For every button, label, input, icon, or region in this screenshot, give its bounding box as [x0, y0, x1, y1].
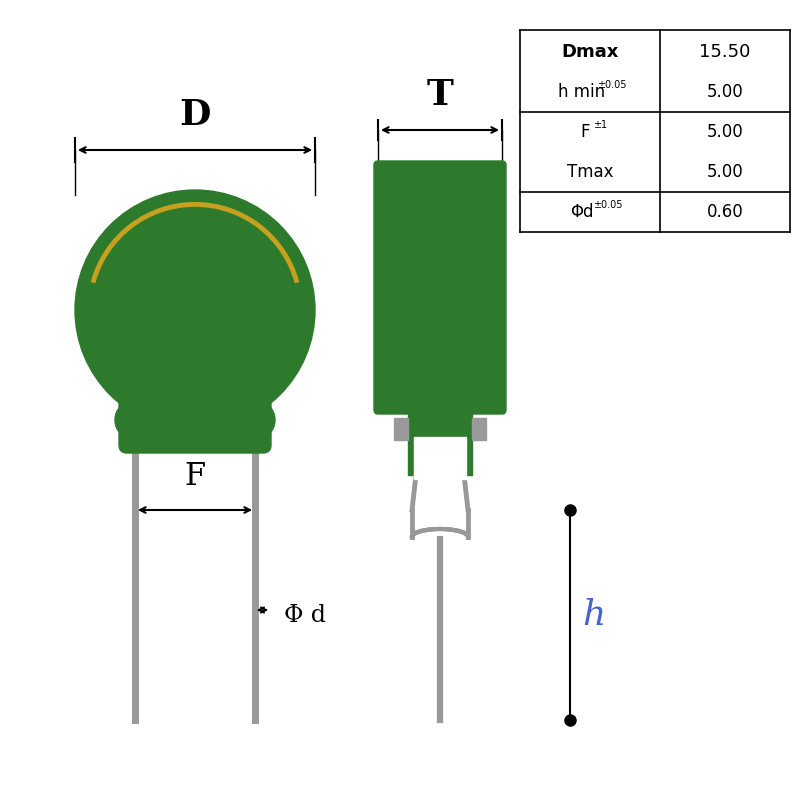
Text: D: D [179, 98, 210, 132]
Text: 0.60: 0.60 [706, 203, 743, 221]
Text: Tmax: Tmax [566, 163, 614, 181]
Bar [408, 410, 472, 475]
Bar [414, 437, 466, 479]
Text: F: F [580, 123, 590, 141]
Text: 5.00: 5.00 [706, 123, 743, 141]
FancyBboxPatch shape [119, 382, 271, 453]
Text: h min: h min [558, 83, 606, 101]
FancyBboxPatch shape [374, 161, 506, 414]
Text: ±1: ±1 [593, 120, 607, 130]
Text: 5.00: 5.00 [706, 83, 743, 101]
Circle shape [75, 190, 315, 430]
Text: F: F [185, 461, 206, 492]
Text: ±0.05: ±0.05 [598, 80, 626, 90]
Circle shape [115, 400, 155, 440]
Bar [394, 418, 408, 440]
Text: 15.50: 15.50 [699, 43, 750, 61]
Text: 5.00: 5.00 [706, 163, 743, 181]
Text: ±0.05: ±0.05 [594, 200, 622, 210]
Text: Φ d: Φ d [284, 603, 326, 626]
Circle shape [235, 400, 275, 440]
Text: T: T [426, 78, 454, 112]
Text: Φd: Φd [570, 203, 594, 221]
Text: h: h [582, 598, 606, 632]
Bar [472, 418, 486, 440]
Text: Dmax: Dmax [562, 43, 618, 61]
